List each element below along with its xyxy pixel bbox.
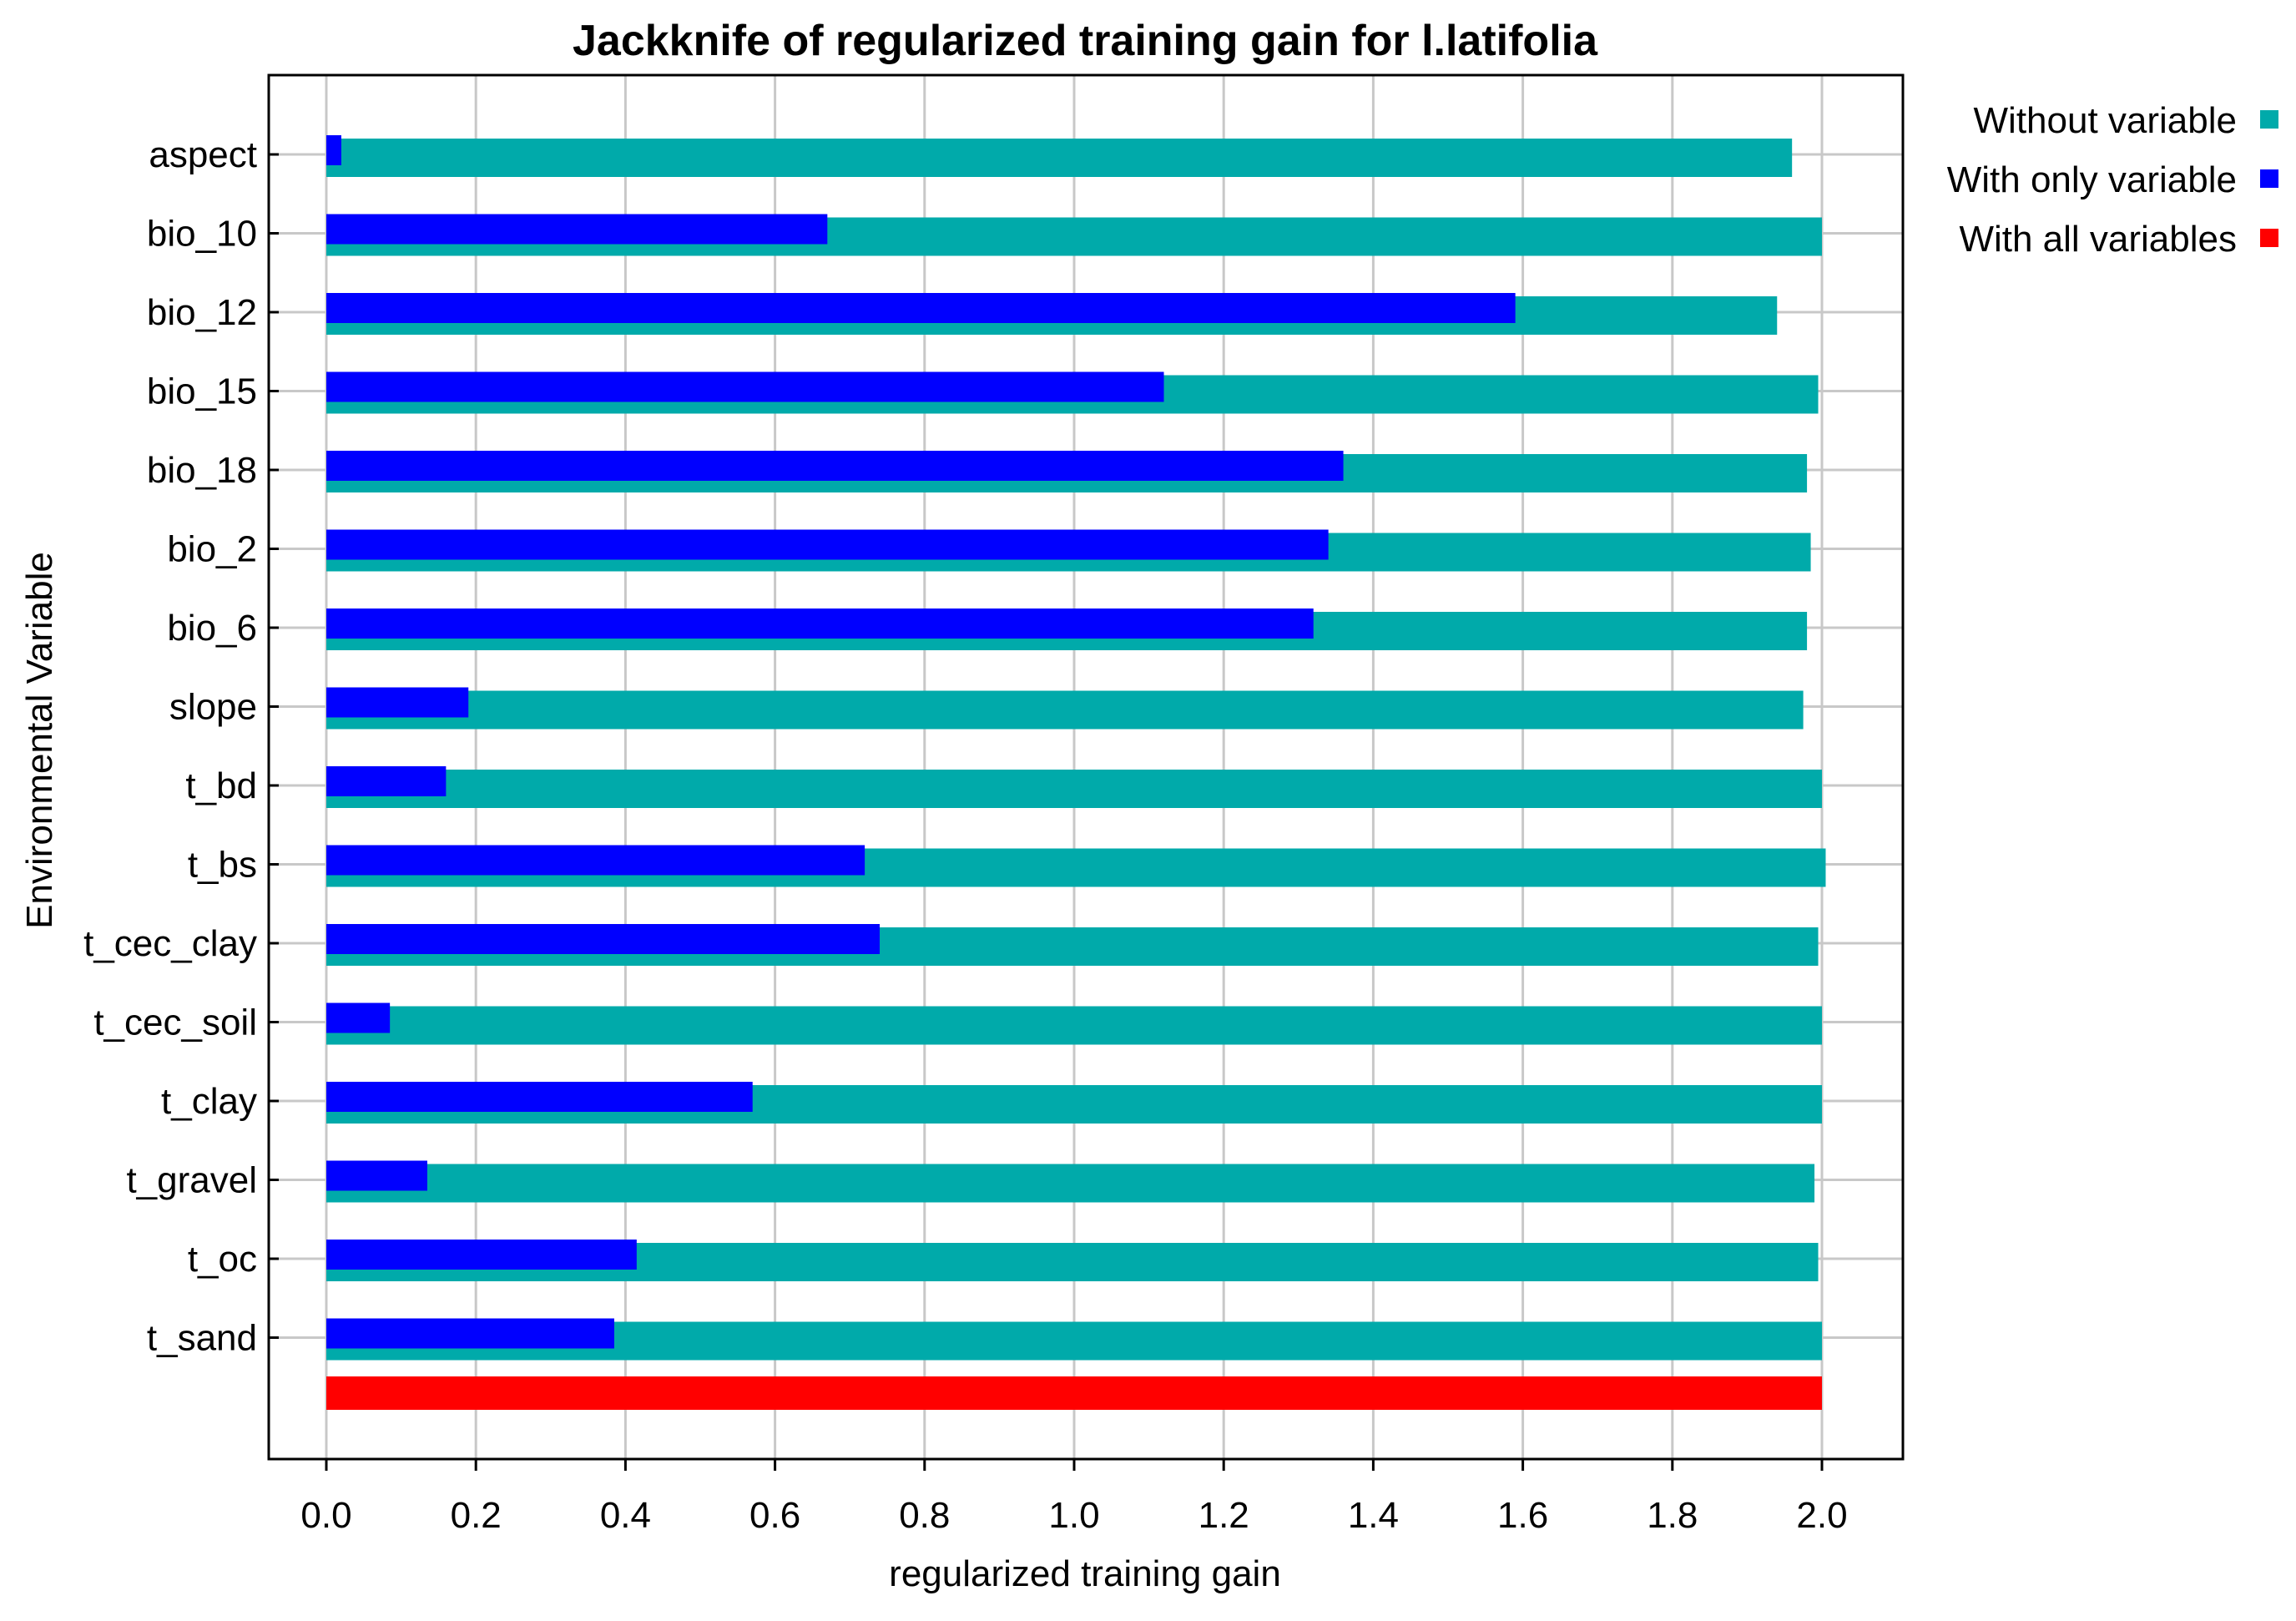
bar-without-t_bd <box>326 770 1822 808</box>
x-axis-label: regularized training gain <box>889 1553 1281 1594</box>
bars <box>326 135 1826 1410</box>
x-tick-label-3: 0.6 <box>749 1495 800 1536</box>
legend-label-0: Without variable <box>1974 100 2237 141</box>
legend: Without variable With only variable With a… <box>1947 100 2278 260</box>
y-tick-label-aspect: aspect <box>149 134 257 175</box>
y-tick-label-slope: slope <box>169 687 257 728</box>
y-tick-label-t_cec_clay: t_cec_clay <box>83 923 257 964</box>
legend-label-2: With all variables <box>1959 219 2237 260</box>
bar-without-t_gravel <box>326 1164 1815 1203</box>
y-tick-label-bio_2: bio_2 <box>167 529 257 570</box>
y-tick-label-t_bd: t_bd <box>185 765 257 806</box>
legend-label-1: With only variable <box>1947 159 2237 200</box>
x-tick-label-7: 1.4 <box>1348 1495 1399 1536</box>
bar-with-all-variables <box>326 1376 1822 1410</box>
bar-only-t_gravel <box>326 1160 427 1191</box>
y-tick-label-bio_10: bio_10 <box>147 214 257 255</box>
x-tick-label-5: 1.0 <box>1048 1495 1099 1536</box>
bar-only-t_bs <box>326 845 865 876</box>
bar-without-aspect <box>326 139 1793 177</box>
bar-without-slope <box>326 690 1804 730</box>
x-tick-label-0: 0.0 <box>300 1495 351 1536</box>
legend-swatch-0 <box>2260 110 2278 129</box>
y-tick-label-bio_12: bio_12 <box>147 292 257 333</box>
bar-only-t_clay <box>326 1082 753 1112</box>
bar-only-t_bd <box>326 766 447 796</box>
x-tick-label-1: 0.2 <box>451 1495 502 1536</box>
bar-without-t_cec_soil <box>326 1006 1822 1045</box>
bar-only-t_cec_soil <box>326 1002 391 1033</box>
x-tick-label-2: 0.4 <box>600 1495 651 1536</box>
y-tick-label-bio_15: bio_15 <box>147 371 257 412</box>
y-tick-label-t_cec_soil: t_cec_soil <box>93 1002 257 1043</box>
x-tick-label-9: 1.8 <box>1647 1495 1698 1536</box>
y-tick-label-t_bs: t_bs <box>188 845 257 886</box>
legend-swatch-1 <box>2260 169 2278 188</box>
bar-only-bio_12 <box>326 293 1516 323</box>
bar-only-t_oc <box>326 1240 637 1270</box>
y-tick-label-bio_6: bio_6 <box>167 608 257 649</box>
bar-only-bio_2 <box>326 529 1329 560</box>
x-tick-label-10: 2.0 <box>1796 1495 1847 1536</box>
bar-only-t_sand <box>326 1318 614 1349</box>
y-tick-label-t_clay: t_clay <box>161 1081 257 1122</box>
bar-only-slope <box>326 687 469 718</box>
plot-frame <box>267 73 1905 1461</box>
bar-only-bio_6 <box>326 609 1314 639</box>
x-tick-label-8: 1.6 <box>1497 1495 1548 1536</box>
y-tick-label-t_gravel: t_gravel <box>126 1160 257 1201</box>
x-tick-label-4: 0.8 <box>899 1495 950 1536</box>
y-axis-ticks: aspect bio_10 bio_12 bio_15 bio_18 bio_2 bio_6… <box>83 134 279 1359</box>
x-tick-label-6: 1.2 <box>1198 1495 1249 1536</box>
bar-only-bio_15 <box>326 371 1164 402</box>
x-axis-ticks: 0.0 0.2 0.4 0.6 0.8 1.0 1.2 1.4 1.6 1.8 2.0 <box>300 1459 1848 1536</box>
y-axis-label: Environmental Variable <box>19 552 60 929</box>
y-tick-label-t_sand: t_sand <box>147 1318 257 1359</box>
bar-only-t_cec_clay <box>326 924 881 954</box>
y-tick-label-t_oc: t_oc <box>188 1239 257 1280</box>
bar-only-bio_10 <box>326 214 828 245</box>
legend-swatch-2 <box>2260 229 2278 247</box>
bar-only-bio_18 <box>326 451 1344 481</box>
y-tick-label-bio_18: bio_18 <box>147 450 257 491</box>
chart-title: Jackknife of regularized training gain f… <box>573 17 1598 65</box>
bar-only-aspect <box>326 135 341 165</box>
